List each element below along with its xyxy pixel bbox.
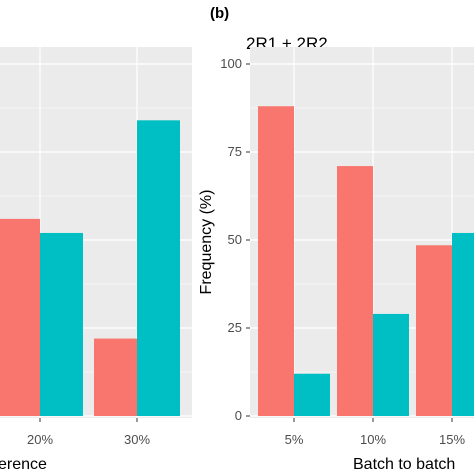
bar-teal bbox=[452, 232, 474, 416]
bar-teal bbox=[137, 120, 180, 416]
panel-b-x-ticks: 5% 10% 15% bbox=[285, 418, 465, 447]
y-tick-label: 75 bbox=[228, 144, 242, 159]
panel-b-y-ticks: 0 25 50 75 100 bbox=[220, 56, 250, 423]
bar-red bbox=[94, 338, 137, 416]
panel-b-bars bbox=[258, 106, 474, 417]
bar-red bbox=[0, 218, 40, 416]
bar-red bbox=[416, 245, 452, 416]
panel-a-x-axis-label: erence bbox=[0, 456, 47, 473]
panel-a: 20% 30% erence bbox=[0, 47, 192, 473]
y-tick-label: 25 bbox=[228, 320, 242, 335]
bar-red bbox=[337, 166, 373, 416]
panel-b-y-axis-label: Frequency (%) bbox=[198, 190, 215, 295]
panel-a-bars bbox=[0, 120, 180, 416]
x-tick-label: 30% bbox=[124, 432, 150, 447]
x-tick-label: 10% bbox=[360, 432, 386, 447]
y-tick-label: 50 bbox=[228, 232, 242, 247]
x-tick-label: 15% bbox=[439, 432, 465, 447]
bar-teal bbox=[40, 232, 83, 416]
panel-b-x-axis-label: Batch to batch bbox=[353, 456, 455, 473]
bar-teal bbox=[294, 373, 330, 416]
panel-a-x-ticks: 20% 30% bbox=[27, 418, 150, 447]
bar-teal bbox=[373, 313, 409, 416]
panel-b-label: (b) bbox=[210, 5, 229, 22]
bar-red bbox=[258, 106, 294, 417]
x-tick-label: 20% bbox=[27, 432, 53, 447]
y-tick-label: 0 bbox=[235, 408, 242, 423]
x-tick-label: 5% bbox=[285, 432, 304, 447]
y-tick-label: 100 bbox=[220, 56, 242, 71]
